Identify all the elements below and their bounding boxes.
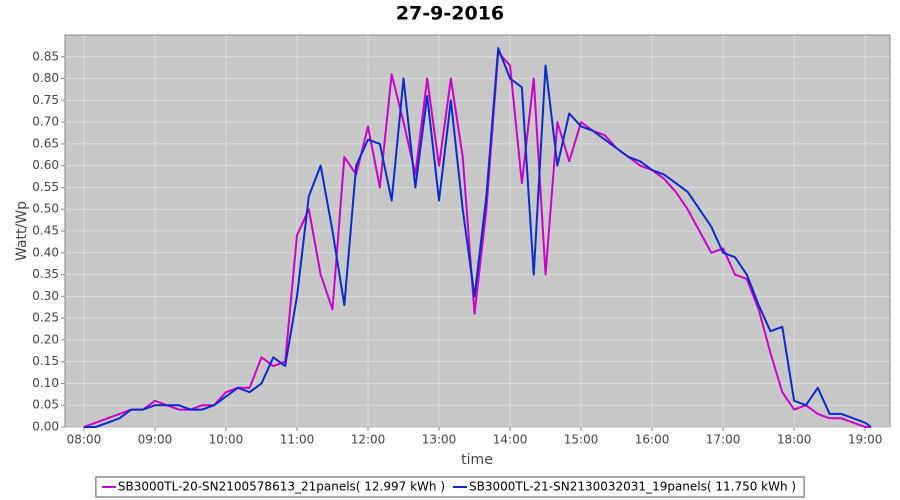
legend-label: SB3000TL-20-SN2100578613_21panels( 12.99…	[118, 480, 445, 494]
x-tick-label: 13:00	[422, 433, 457, 447]
x-tick-label: 14:00	[493, 433, 528, 447]
y-tick-label: 0.70	[32, 115, 59, 129]
x-tick-label: 16:00	[635, 433, 670, 447]
y-tick-label: 0.50	[32, 202, 59, 216]
y-tick-label: 0.80	[32, 71, 59, 85]
y-tick-label: 0.15	[32, 354, 59, 368]
y-tick-label: 0.30	[32, 289, 59, 303]
chart-title: 27-9-2016	[396, 3, 504, 25]
y-tick-label: 0.65	[32, 136, 59, 150]
y-tick-label: 0.85	[32, 49, 59, 63]
y-tick-label: 0.45	[32, 224, 59, 238]
x-tick-label: 11:00	[280, 433, 315, 447]
y-tick-label: 0.25	[32, 311, 59, 325]
x-tick-label: 18:00	[777, 433, 812, 447]
x-tick-label: 15:00	[564, 433, 599, 447]
x-tick-label: 17:00	[706, 433, 741, 447]
legend-label: SB3000TL-21-SN2130032031_19panels( 11.75…	[469, 480, 796, 494]
x-tick-label: 09:00	[138, 433, 173, 447]
y-tick-label: 0.00	[32, 420, 59, 434]
y-tick-label: 0.20	[32, 332, 59, 346]
y-tick-label: 0.10	[32, 376, 59, 390]
x-tick-label: 10:00	[209, 433, 244, 447]
legend-box	[95, 476, 805, 498]
x-tick-label: 12:00	[351, 433, 386, 447]
series-line	[83, 47, 872, 428]
y-tick-label: 0.60	[32, 158, 59, 172]
y-tick-label: 0.55	[32, 180, 59, 194]
x-tick-label: 08:00	[67, 433, 102, 447]
y-tick-label: 0.75	[32, 93, 59, 107]
legend: SB3000TL-20-SN2100578613_21panels( 12.99…	[95, 476, 805, 498]
x-tick-label: 19:00	[848, 433, 883, 447]
y-tick-label: 0.40	[32, 245, 59, 259]
x-axis-label: time	[461, 452, 493, 468]
y-axis-label: Watt/Wp	[14, 201, 30, 261]
y-tick-label: 0.05	[32, 398, 59, 412]
y-tick-label: 0.35	[32, 267, 59, 281]
